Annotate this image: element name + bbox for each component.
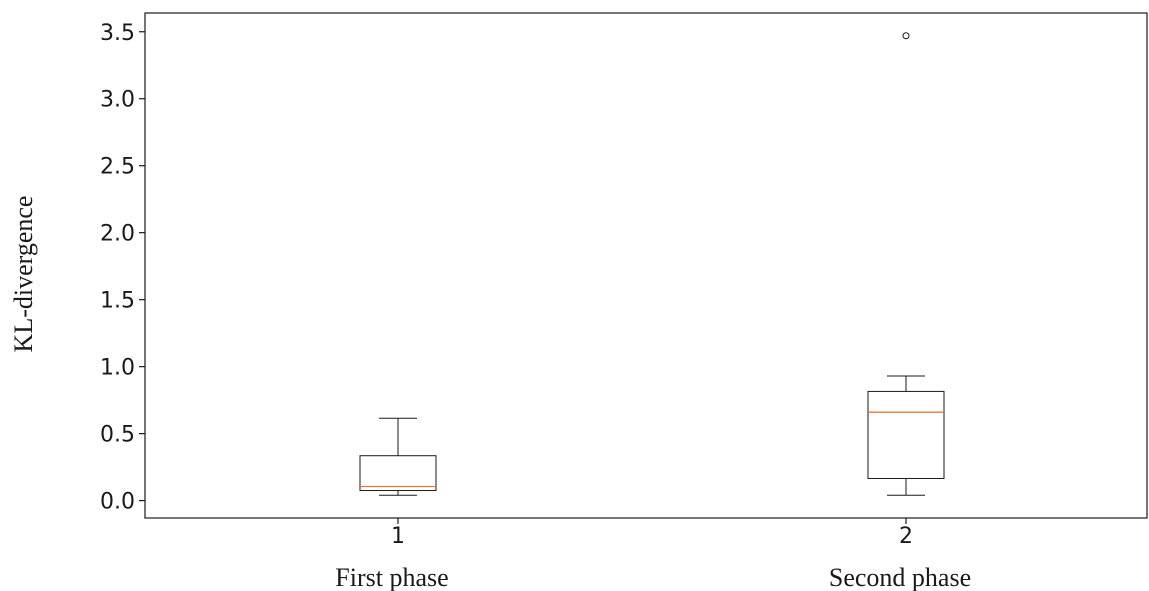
category-label: Second phase	[829, 563, 971, 591]
y-tick-label: 0.5	[100, 423, 135, 448]
plot-frame	[144, 12, 1148, 519]
x-tick-label: 2	[899, 524, 913, 549]
box-1	[359, 417, 437, 496]
box-2	[867, 32, 945, 496]
x-tick-label: 1	[391, 524, 405, 549]
y-tick-label: 2.5	[100, 155, 135, 180]
y-tick-label: 3.0	[100, 88, 135, 113]
x-ticks: 1 First phase 2 Second phase	[335, 518, 971, 591]
axes	[144, 12, 1148, 519]
y-tick-label: 1.0	[100, 356, 135, 381]
y-tick-label: 0.0	[100, 490, 135, 515]
y-tick-label: 3.5	[100, 21, 135, 46]
category-label: First phase	[335, 563, 448, 591]
y-tick-label: 1.5	[100, 289, 135, 314]
outlier-point	[902, 32, 910, 40]
box-body	[867, 390, 945, 479]
y-axis-label: KL-divergence	[9, 196, 38, 353]
boxes	[359, 32, 945, 496]
y-tick-label: 2.0	[100, 222, 135, 247]
y-ticks: 0.0 0.5 1.0 1.5 2.0 2.5 3.0 3.5	[100, 21, 145, 515]
box-body	[359, 455, 437, 492]
